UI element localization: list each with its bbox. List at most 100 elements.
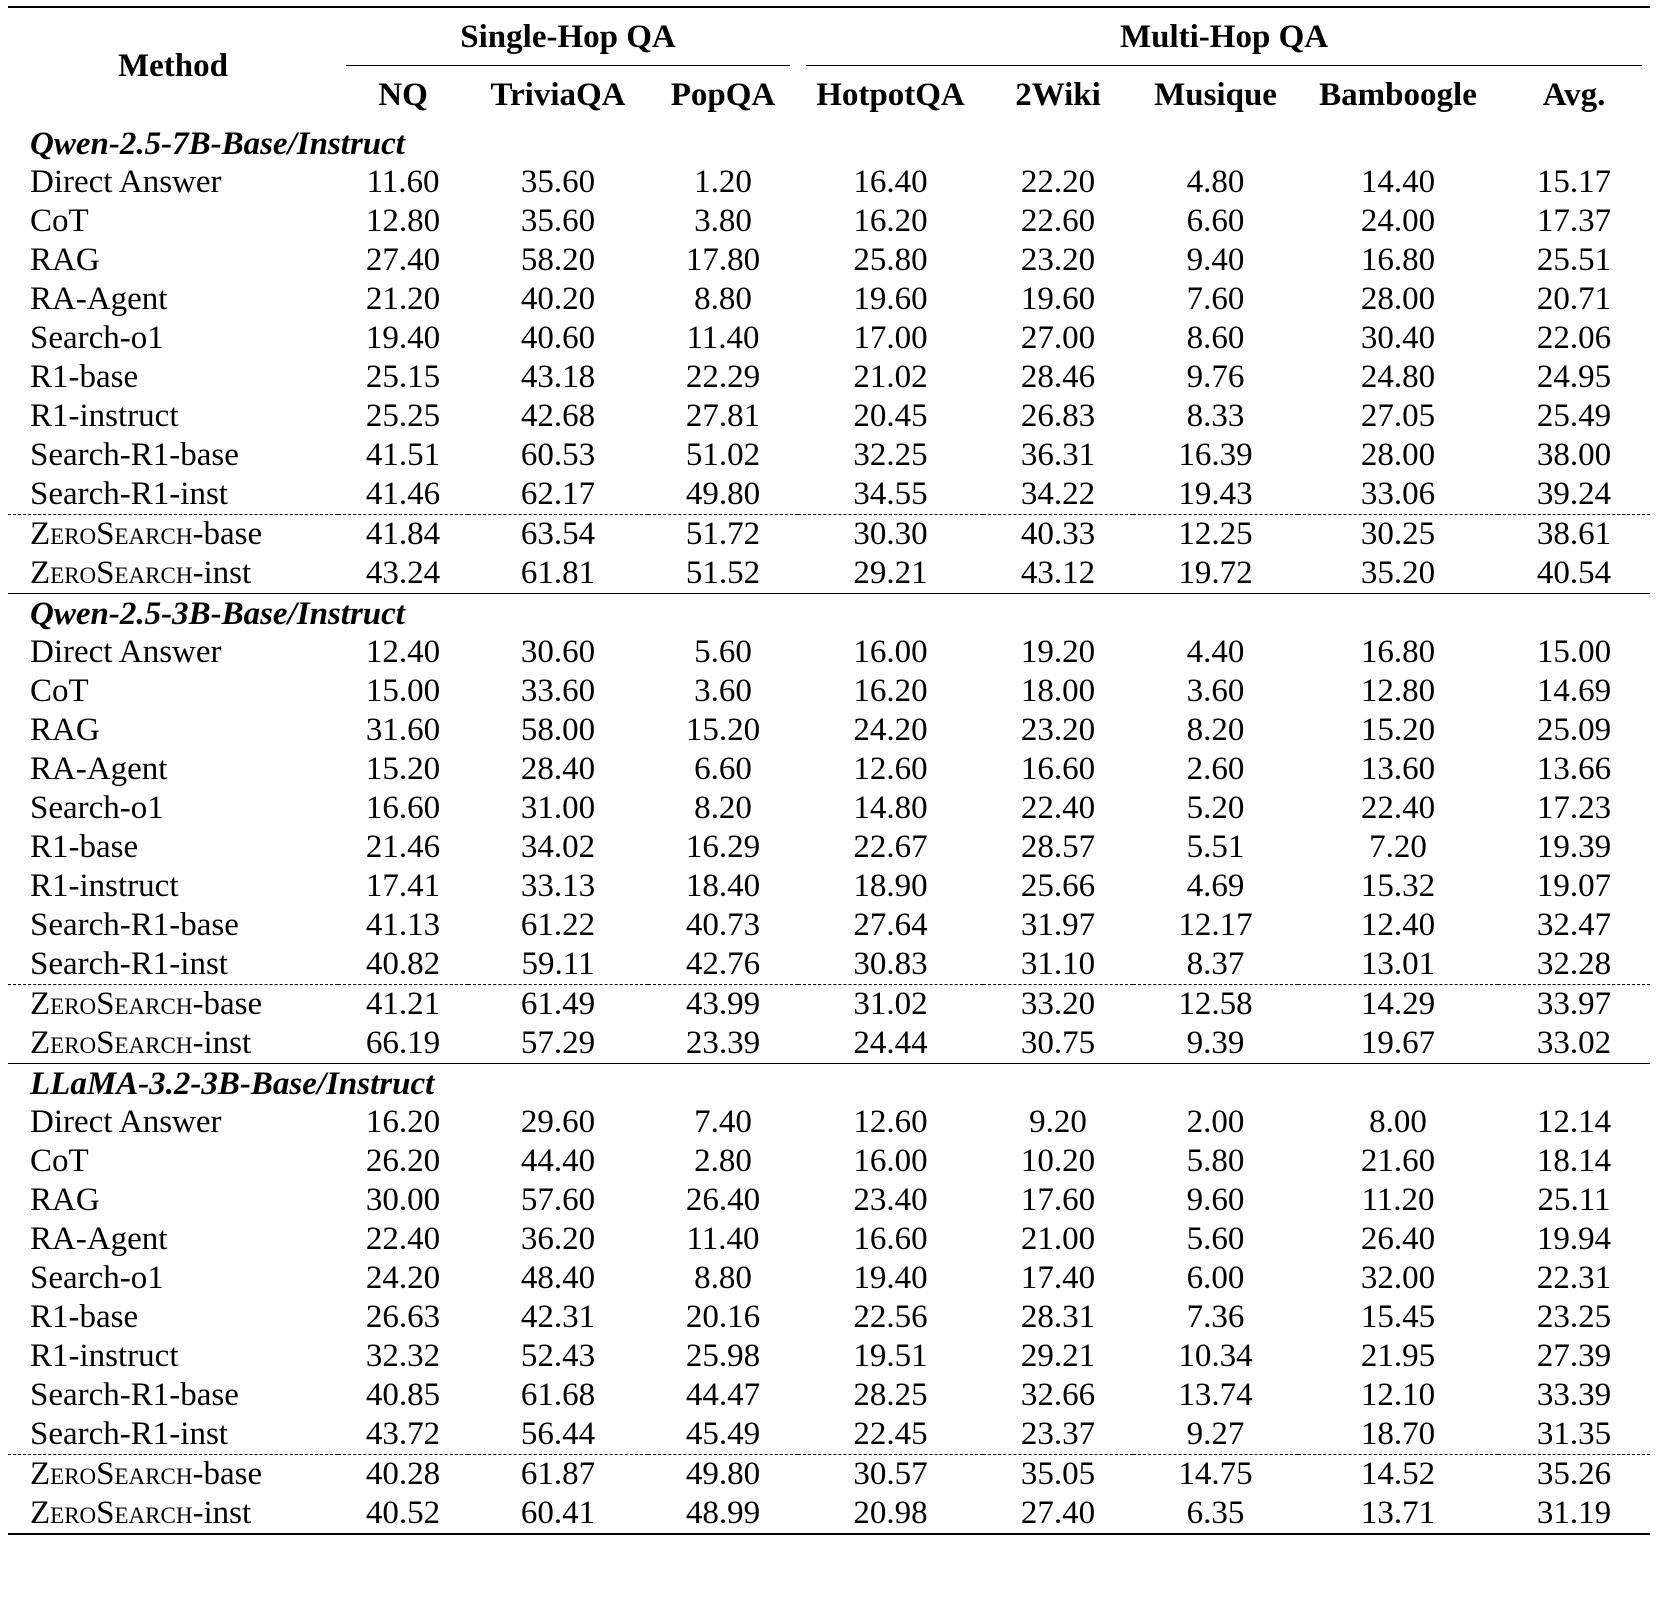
value-cell: 21.02 — [853, 359, 928, 395]
value-cell: 16.40 — [853, 164, 928, 200]
value-cell: 14.80 — [853, 790, 928, 826]
table-row: R1-instruct 25.25 42.68 27.81 20.45 26.83 8.33… — [8, 397, 1650, 436]
value-cell: 24.95 — [1536, 359, 1612, 395]
value-cell: 34.55 — [853, 476, 928, 512]
value-cell: 3.60 — [694, 673, 752, 709]
value-cell: 18.00 — [1020, 673, 1096, 709]
value-cell: 26.40 — [1360, 1221, 1436, 1257]
method-name-cell: Direct Answer — [30, 634, 222, 670]
table-row: ZeroSearch-base 40.28 61.87 49.80 30.57 35.05… — [8, 1454, 1651, 1494]
table-row: R1-base 26.63 42.31 20.16 22.56 28.31 7.36 15.4… — [8, 1298, 1650, 1337]
value-cell: 21.60 — [1360, 1143, 1436, 1179]
value-cell: 8.20 — [1186, 712, 1245, 748]
method-name-cell: Search-R1-base — [30, 1377, 239, 1413]
value-cell: 38.61 — [1498, 514, 1651, 554]
value-cell: 20.71 — [1536, 281, 1612, 317]
value-cell: 8.20 — [694, 790, 752, 826]
col-header-nq: NQ — [378, 76, 428, 113]
value-cell: 52.43 — [520, 1338, 596, 1374]
method-name-cell: RAG — [30, 1182, 100, 1218]
method-name-cell: CoT — [30, 1143, 89, 1179]
method-name-cell: RAG — [30, 242, 100, 278]
value-cell: 20.45 — [853, 398, 928, 434]
col-header-2wiki: 2Wiki — [1015, 76, 1101, 113]
value-cell: 61.87 — [468, 1454, 648, 1494]
value-cell: 42.76 — [685, 946, 761, 982]
value-cell: 18.90 — [853, 868, 928, 904]
value-cell: 33.97 — [1498, 984, 1651, 1024]
value-cell: 17.41 — [365, 868, 441, 904]
value-cell: 18.40 — [685, 868, 761, 904]
value-cell: 16.60 — [365, 790, 441, 826]
value-cell: 41.46 — [365, 476, 441, 512]
value-cell: 33.20 — [983, 984, 1134, 1024]
value-cell: 17.40 — [1020, 1260, 1096, 1296]
value-cell: 1.20 — [694, 164, 752, 200]
value-cell: 6.60 — [1186, 203, 1245, 239]
value-cell: 9.27 — [1186, 1416, 1245, 1452]
method-name-cell: ZeroSearch-base — [8, 984, 338, 1024]
value-cell: 27.05 — [1360, 398, 1436, 434]
value-cell: 28.40 — [520, 751, 596, 787]
value-cell: 41.84 — [338, 514, 468, 554]
header-row-groups: Method Single-Hop QA Multi-Hop QA — [8, 7, 1651, 84]
value-cell: 2.80 — [694, 1143, 752, 1179]
col-header-triviaqa: TriviaQA — [490, 76, 626, 113]
value-cell: 15.32 — [1360, 868, 1436, 904]
value-cell: 49.80 — [685, 476, 761, 512]
value-cell: 25.15 — [365, 359, 441, 395]
value-cell: 23.40 — [853, 1182, 928, 1218]
value-cell: 16.20 — [853, 203, 928, 239]
col-header-popqa: PopQA — [670, 76, 776, 113]
multi-hop-label: Multi-Hop QA — [1119, 18, 1329, 55]
value-cell: 29.60 — [520, 1104, 596, 1140]
table-row: ZeroSearch-inst 43.24 61.81 51.52 29.21 43.12… — [8, 554, 1651, 594]
col-header-avg: Avg. — [1542, 76, 1606, 113]
value-cell: 8.00 — [1369, 1104, 1427, 1140]
value-cell: 13.66 — [1536, 751, 1612, 787]
value-cell: 13.01 — [1360, 946, 1436, 982]
value-cell: 26.63 — [365, 1299, 441, 1335]
value-cell: 41.51 — [365, 437, 441, 473]
value-cell: 19.60 — [1020, 281, 1096, 317]
value-cell: 30.00 — [365, 1182, 441, 1218]
value-cell: 19.94 — [1536, 1221, 1612, 1257]
value-cell: 30.75 — [983, 1024, 1134, 1064]
value-cell: 25.51 — [1536, 242, 1612, 278]
value-cell: 28.00 — [1360, 437, 1436, 473]
value-cell: 8.60 — [1186, 320, 1245, 356]
value-cell: 13.60 — [1360, 751, 1436, 787]
value-cell: 62.17 — [520, 476, 596, 512]
value-cell: 9.39 — [1133, 1024, 1299, 1064]
value-cell: 16.80 — [1360, 634, 1436, 670]
value-cell: 23.39 — [648, 1024, 799, 1064]
value-cell: 40.60 — [520, 320, 596, 356]
value-cell: 40.28 — [338, 1454, 468, 1494]
value-cell: 5.80 — [1186, 1143, 1245, 1179]
table-row: Direct Answer 12.40 30.60 5.60 16.00 19.20 4.4… — [8, 633, 1650, 672]
value-cell: 41.21 — [338, 984, 468, 1024]
value-cell: 12.40 — [1360, 907, 1436, 943]
value-cell: 27.39 — [1536, 1338, 1612, 1374]
value-cell: 13.74 — [1178, 1377, 1253, 1413]
value-cell: 23.37 — [1020, 1416, 1096, 1452]
value-cell: 25.25 — [365, 398, 441, 434]
value-cell: 31.10 — [1020, 946, 1096, 982]
value-cell: 51.52 — [648, 554, 799, 594]
value-cell: 6.60 — [694, 751, 752, 787]
value-cell: 12.14 — [1536, 1104, 1612, 1140]
value-cell: 31.97 — [1020, 907, 1096, 943]
method-name-cell: R1-base — [30, 359, 139, 395]
value-cell: 12.40 — [365, 634, 441, 670]
table-row: R1-instruct 32.32 52.43 25.98 19.51 29.21 10.3… — [8, 1337, 1650, 1376]
table-row: Search-o1 24.20 48.40 8.80 19.40 17.40 6.00 32.… — [8, 1259, 1650, 1298]
single-hop-label: Single-Hop QA — [460, 18, 676, 55]
value-cell: 17.00 — [853, 320, 928, 356]
method-name-cell: Search-R1-inst — [30, 1416, 228, 1452]
table-row: RAG 31.60 58.00 15.20 24.20 23.20 8.20 15.20 25.… — [8, 711, 1650, 750]
table-row: RA-Agent 15.20 28.40 6.60 12.60 16.60 2.60 13.6… — [8, 750, 1650, 789]
value-cell: 12.10 — [1360, 1377, 1436, 1413]
value-cell: 51.72 — [648, 514, 799, 554]
value-cell: 40.54 — [1498, 554, 1651, 594]
value-cell: 19.39 — [1536, 829, 1612, 865]
